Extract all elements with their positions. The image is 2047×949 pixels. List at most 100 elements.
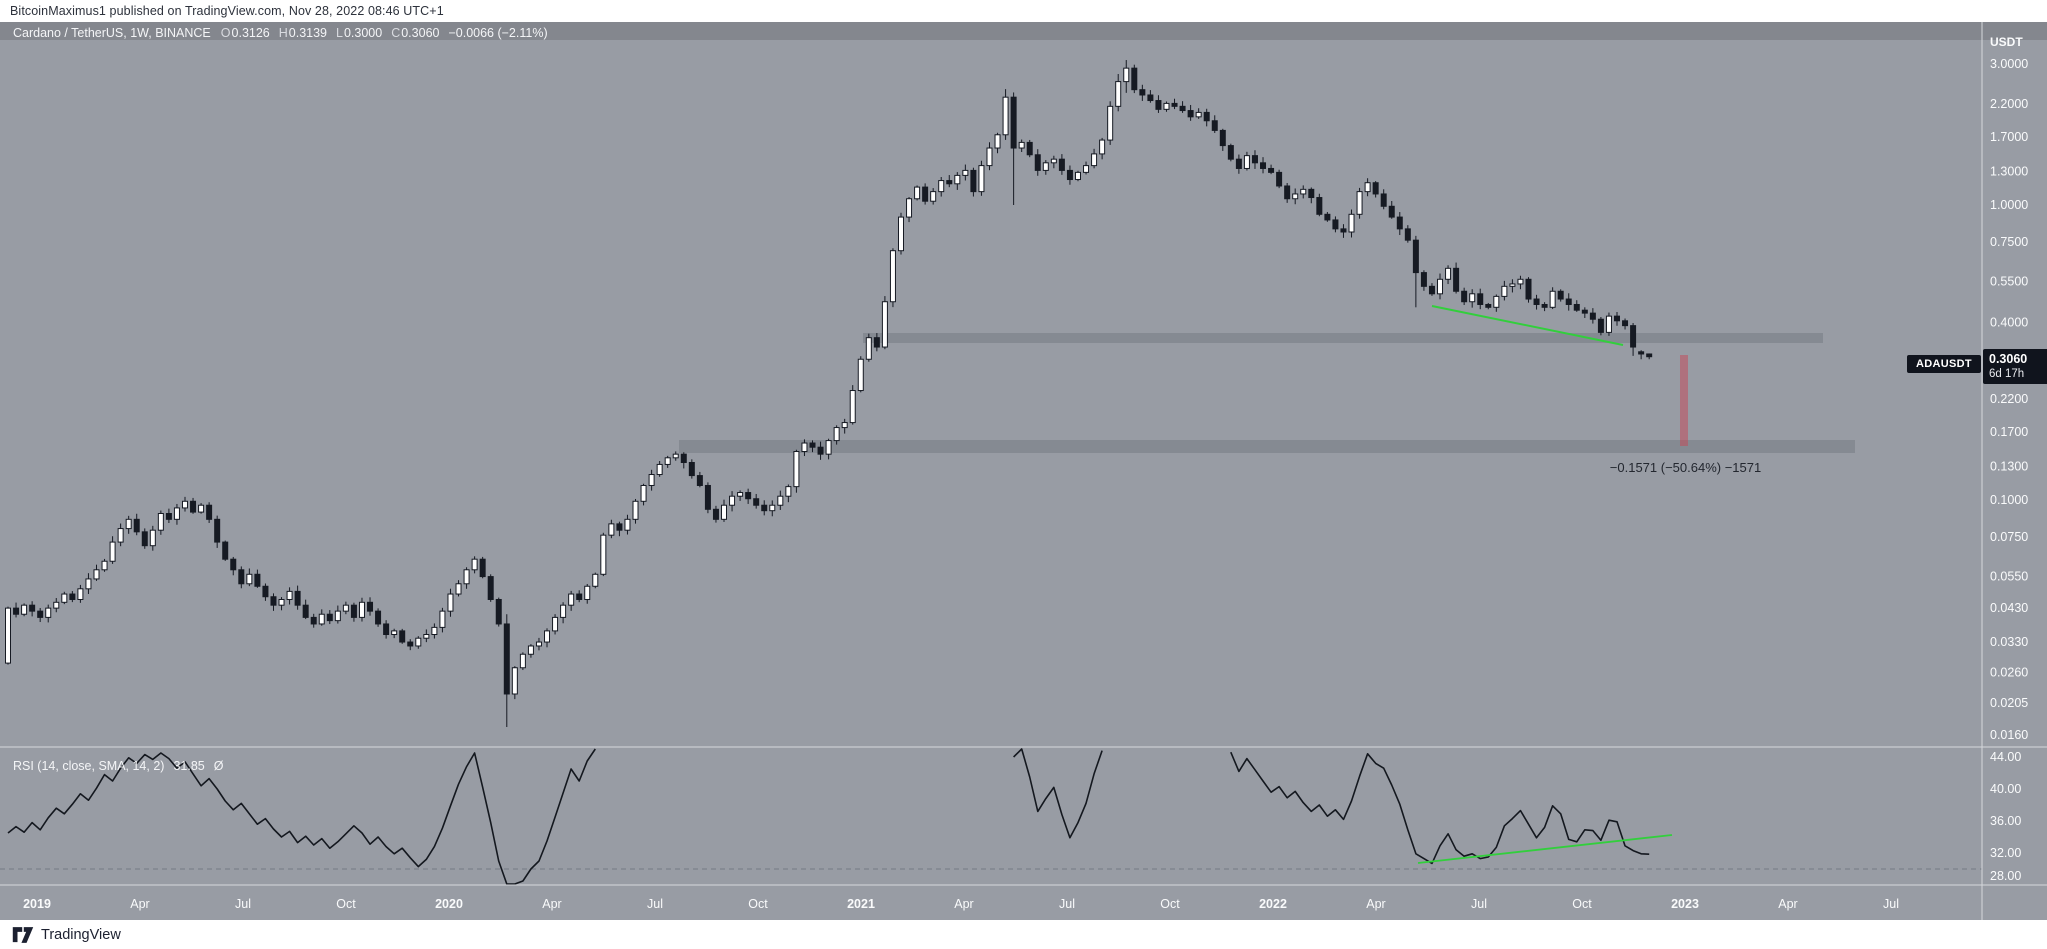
candle-body[interactable]: [1517, 278, 1524, 285]
candle-body[interactable]: [769, 504, 776, 512]
candle-body[interactable]: [206, 504, 213, 520]
candle-body[interactable]: [1107, 105, 1114, 141]
candle-body[interactable]: [1461, 290, 1468, 303]
candle-body[interactable]: [278, 598, 285, 606]
candle-body[interactable]: [1372, 182, 1379, 195]
candle-body[interactable]: [1131, 67, 1138, 91]
candle-body[interactable]: [1074, 171, 1081, 181]
candle-body[interactable]: [13, 607, 20, 615]
candle-body[interactable]: [978, 165, 985, 193]
time-axis-label[interactable]: Jul: [235, 897, 251, 911]
candle-body[interactable]: [1396, 216, 1403, 230]
candle-body[interactable]: [664, 457, 671, 465]
time-axis-label[interactable]: Oct: [1160, 897, 1180, 911]
candle-body[interactable]: [857, 358, 864, 392]
candle-body[interactable]: [61, 593, 68, 603]
candle-body[interactable]: [1163, 102, 1170, 110]
candle-body[interactable]: [1099, 139, 1106, 155]
candle-body[interactable]: [1404, 228, 1411, 241]
candle-body[interactable]: [455, 583, 462, 595]
candle-body[interactable]: [1211, 120, 1218, 131]
candle-body[interactable]: [552, 616, 559, 632]
candle-body[interactable]: [367, 601, 374, 612]
candle-body[interactable]: [1276, 171, 1283, 187]
current-price-tag[interactable]: 0.3060 6d 17h: [1983, 349, 2047, 384]
candle-body[interactable]: [1268, 167, 1275, 173]
candle-body[interactable]: [688, 462, 695, 477]
candle-body[interactable]: [906, 198, 913, 218]
candle-body[interactable]: [1300, 188, 1307, 195]
candle-body[interactable]: [745, 492, 752, 500]
candle-body[interactable]: [1260, 162, 1267, 169]
candle-body[interactable]: [1195, 111, 1202, 118]
candle-body[interactable]: [133, 518, 140, 533]
candle-body[interactable]: [157, 512, 164, 531]
time-axis-label[interactable]: Jul: [1059, 897, 1075, 911]
candle-body[interactable]: [1203, 111, 1210, 122]
candle-body[interactable]: [1042, 162, 1049, 171]
candle-body[interactable]: [1243, 155, 1250, 169]
candle-body[interactable]: [342, 604, 349, 612]
candle-body[interactable]: [897, 216, 904, 252]
candle-body[interactable]: [1597, 318, 1604, 333]
candle-body[interactable]: [358, 601, 365, 618]
candle-body[interactable]: [286, 590, 293, 600]
candle-body[interactable]: [527, 645, 534, 655]
candle-body[interactable]: [262, 585, 269, 598]
candle-body[interactable]: [1235, 158, 1242, 169]
rsi-title[interactable]: RSI (14, close, SMA, 14, 2): [13, 758, 165, 773]
symbol-title[interactable]: Cardano / TetherUS, 1W, BINANCE: [13, 25, 211, 40]
candle-body[interactable]: [632, 500, 639, 520]
resistance-zone[interactable]: [863, 333, 1823, 343]
candle-body[interactable]: [230, 558, 237, 571]
candle-body[interactable]: [1155, 100, 1162, 110]
candle-body[interactable]: [1083, 165, 1090, 173]
candle-body[interactable]: [1187, 110, 1194, 118]
candle-body[interactable]: [535, 641, 542, 647]
candle-body[interactable]: [833, 427, 840, 442]
rsi-support-trendline[interactable]: [1417, 834, 1673, 864]
candle-body[interactable]: [5, 607, 11, 664]
candle-body[interactable]: [1251, 155, 1258, 164]
candle-body[interactable]: [729, 495, 736, 506]
candle-body[interactable]: [753, 498, 760, 506]
candle-body[interactable]: [608, 523, 615, 536]
candle-body[interactable]: [1573, 303, 1580, 311]
candle-body[interactable]: [302, 604, 309, 618]
candle-body[interactable]: [809, 442, 816, 448]
candle-body[interactable]: [407, 641, 414, 647]
candle-body[interactable]: [1364, 182, 1371, 193]
candle-body[interactable]: [1356, 191, 1363, 215]
candle-body[interactable]: [109, 541, 116, 562]
candle-body[interactable]: [53, 601, 60, 609]
time-axis-label[interactable]: Apr: [1366, 897, 1385, 911]
candle-body[interactable]: [1388, 205, 1395, 218]
candle-body[interactable]: [495, 598, 502, 625]
candle-body[interactable]: [334, 610, 341, 622]
candle-body[interactable]: [125, 518, 132, 530]
candle-body[interactable]: [1026, 141, 1033, 156]
candle-body[interactable]: [672, 453, 679, 459]
candle-body[interactable]: [560, 604, 567, 618]
candle-body[interactable]: [1219, 129, 1226, 147]
candle-body[interactable]: [817, 446, 824, 455]
candle-body[interactable]: [1420, 272, 1427, 287]
candle-body[interactable]: [1501, 285, 1508, 297]
time-axis-label[interactable]: Jul: [1883, 897, 1899, 911]
candle-body[interactable]: [1348, 213, 1355, 233]
candle-body[interactable]: [616, 523, 623, 531]
candle-body[interactable]: [1292, 193, 1299, 200]
candle-body[interactable]: [1525, 278, 1532, 300]
candle-body[interactable]: [801, 442, 808, 453]
candle-body[interactable]: [375, 610, 382, 625]
candle-body[interactable]: [1147, 94, 1154, 102]
candle-body[interactable]: [1058, 158, 1065, 171]
candle-body[interactable]: [1340, 228, 1347, 233]
candle-body[interactable]: [1605, 315, 1612, 333]
candle-body[interactable]: [238, 569, 245, 585]
candle-body[interactable]: [1123, 67, 1130, 83]
candle-body[interactable]: [656, 463, 663, 476]
support-zone[interactable]: [679, 440, 1855, 453]
candle-body[interactable]: [793, 451, 800, 488]
candle-body[interactable]: [986, 147, 993, 167]
